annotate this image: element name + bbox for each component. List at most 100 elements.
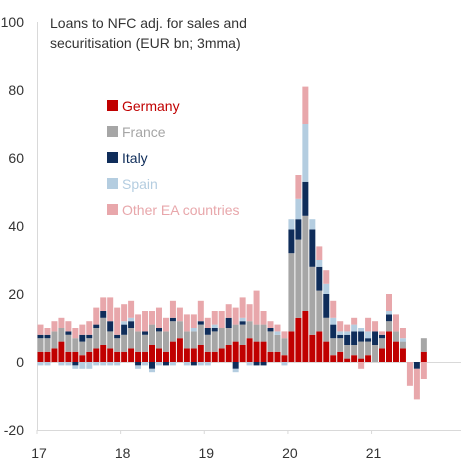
- bar-segment-other-ea-countries: [239, 297, 246, 318]
- bar-segment-spain: [183, 362, 190, 366]
- bar-segment-other-ea-countries: [323, 270, 330, 284]
- bar-segment-other-ea-countries: [183, 314, 190, 332]
- bar-segment-other-ea-countries: [392, 314, 399, 332]
- bar-segment-italy: [232, 362, 239, 369]
- bar-segment-italy: [239, 321, 246, 325]
- tick-labels: -20 0 20 40 60 80 100 17 18 19 20 21: [1, 14, 382, 461]
- bar-segment-other-ea-countries: [128, 300, 135, 318]
- bar-segment-germany: [344, 358, 351, 362]
- axes: [36, 22, 461, 434]
- bar-segment-other-ea-countries: [274, 324, 281, 332]
- bar-segment-other-ea-countries: [351, 317, 358, 325]
- bar-segment-other-ea-countries: [406, 362, 413, 386]
- y-tick-label: 40: [8, 218, 24, 234]
- bar-segment-other-ea-countries: [365, 317, 372, 332]
- bar-segment-germany: [79, 355, 86, 362]
- bar-segment-italy: [365, 338, 372, 342]
- legend-label: Italy: [122, 150, 148, 166]
- bar-segment-other-ea-countries: [232, 307, 239, 325]
- bar-segment-spain: [309, 219, 316, 230]
- bar-segment-germany: [239, 345, 246, 362]
- bar-segment-france: [58, 328, 65, 342]
- bar-segment-spain: [358, 328, 365, 332]
- bar-segment-france: [365, 341, 372, 356]
- bar-segment-spain: [246, 362, 253, 366]
- bar-segment-france: [358, 341, 365, 359]
- bar-segment-france: [351, 345, 358, 356]
- bar-segment-germany: [399, 348, 406, 362]
- bar-segment-france: [135, 331, 142, 352]
- bar-segment-italy: [295, 219, 302, 240]
- bar-segment-spain: [65, 362, 72, 366]
- bar-segment-spain: [169, 362, 176, 366]
- bar-segment-germany: [379, 348, 386, 362]
- bar-segment-italy: [121, 324, 128, 335]
- bar-segment-italy: [323, 294, 330, 318]
- bar-segment-italy: [358, 331, 365, 342]
- bar-segment-france: [323, 317, 330, 342]
- y-tick-label: 20: [8, 286, 24, 302]
- bar-segment-other-ea-countries: [281, 331, 288, 339]
- bar-segment-other-ea-countries: [246, 304, 253, 322]
- bar-segment-germany: [44, 351, 51, 362]
- bar-segment-germany: [225, 345, 232, 362]
- bar-segment-spain: [37, 362, 44, 366]
- bar-segment-germany: [176, 338, 183, 362]
- bar-segment-germany: [135, 351, 142, 362]
- bar-segment-other-ea-countries: [267, 321, 274, 328]
- legend-swatch: [107, 126, 118, 137]
- bar-segment-germany: [351, 355, 358, 362]
- bar-segment-other-ea-countries: [44, 328, 51, 335]
- x-tick-label: 17: [31, 445, 47, 461]
- bar-segment-france: [372, 345, 379, 362]
- bar-segment-france: [386, 321, 392, 332]
- bar-segment-france: [330, 338, 337, 356]
- bar-segment-germany: [128, 348, 135, 362]
- bar-segment-france: [142, 334, 149, 352]
- bar-segment-germany: [149, 345, 156, 362]
- bar-segment-spain: [197, 362, 204, 366]
- bar-segment-other-ea-countries: [225, 304, 232, 318]
- bar-segment-italy: [372, 331, 379, 345]
- bar-segment-france: [267, 331, 274, 352]
- bar-segment-france: [107, 331, 114, 349]
- bar-segment-france: [316, 290, 323, 332]
- bar-segment-germany: [288, 331, 295, 362]
- bar-segment-other-ea-countries: [295, 175, 302, 199]
- bar-segment-germany: [155, 348, 162, 362]
- bar-segment-spain: [155, 362, 162, 366]
- legend-label: Spain: [122, 176, 158, 192]
- bar-segment-germany: [65, 351, 72, 362]
- bar-segment-spain: [344, 331, 351, 335]
- bar-segment-germany: [114, 351, 121, 362]
- bar-segment-france: [149, 324, 156, 345]
- bar-segment-other-ea-countries: [204, 317, 211, 328]
- bar-segment-france: [190, 331, 197, 349]
- y-tick-label: 100: [1, 14, 25, 30]
- x-tick-label: 18: [115, 445, 131, 461]
- bar-segment-germany: [197, 345, 204, 362]
- legend-label: France: [122, 124, 166, 140]
- bar-segment-france: [72, 338, 79, 352]
- bar-segment-other-ea-countries: [135, 314, 142, 332]
- bar-segment-france: [288, 253, 295, 332]
- bar-segment-france: [399, 341, 406, 349]
- bar-segment-spain: [121, 321, 128, 325]
- bar-segment-germany: [365, 355, 372, 362]
- x-tick-label: 20: [282, 445, 298, 461]
- bar-segment-other-ea-countries: [399, 328, 406, 339]
- bar-segment-italy: [169, 317, 176, 322]
- bar-segment-italy: [86, 334, 93, 339]
- legend: Germany France Italy Spain Other EA countrie…: [107, 98, 240, 218]
- bar-segment-spain: [323, 283, 330, 294]
- bar-segment-other-ea-countries: [420, 362, 427, 379]
- bar-segment-spain: [107, 362, 114, 366]
- bar-segment-germany: [204, 351, 211, 362]
- bar-segment-other-ea-countries: [155, 307, 162, 328]
- bar-segment-spain: [274, 331, 281, 335]
- bar-segment-other-ea-countries: [121, 304, 128, 322]
- bar-segment-spain: [399, 338, 406, 342]
- bar-segment-germany: [169, 341, 176, 362]
